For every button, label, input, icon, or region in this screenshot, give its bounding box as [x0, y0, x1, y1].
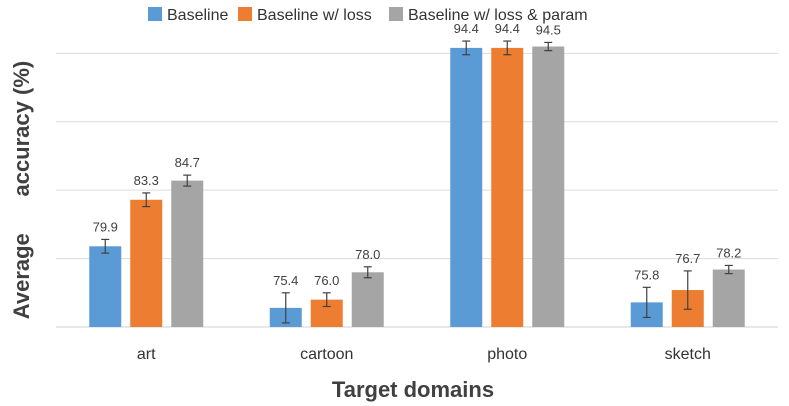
x-tick-labels: art cartoon photo sketch — [137, 346, 711, 363]
legend-swatch — [389, 7, 403, 21]
x-tick-label: photo — [487, 346, 527, 363]
bars — [89, 40, 745, 328]
data-label: 79.9 — [93, 219, 118, 234]
x-tick-label: art — [137, 346, 156, 363]
legend-label: Baseline w/ loss — [257, 7, 372, 24]
data-label: 76.0 — [314, 273, 339, 288]
data-label: 84.7 — [175, 155, 200, 170]
y-axis-title: Average accuracy (%) — [9, 61, 34, 319]
data-label: 83.3 — [134, 173, 159, 188]
data-label: 75.8 — [634, 267, 659, 282]
bar-art-series-1 — [130, 199, 163, 327]
bar-art-series-0 — [89, 246, 122, 327]
bar-cartoon-series-2 — [351, 272, 384, 327]
legend-label: Baseline — [167, 7, 228, 24]
data-label: 75.4 — [273, 273, 298, 288]
bar-photo-series-0 — [450, 47, 483, 328]
data-label: 78.2 — [716, 245, 741, 260]
data-label: 94.4 — [454, 21, 479, 36]
bar-photo-series-1 — [491, 47, 524, 328]
data-label: 94.4 — [495, 21, 520, 36]
x-tick-label: cartoon — [300, 346, 353, 363]
x-axis-title: Target domains — [332, 377, 494, 402]
legend: Baseline Baseline w/ loss Baseline w/ loss… — [148, 7, 588, 24]
gridlines — [56, 52, 778, 328]
data-label: 76.7 — [675, 251, 700, 266]
data-label: 78.0 — [355, 247, 380, 262]
bar-sketch-series-2 — [712, 269, 745, 327]
legend-swatch — [238, 7, 252, 21]
data-label: 94.5 — [536, 22, 561, 37]
legend-label: Baseline w/ loss & param — [408, 7, 588, 24]
legend-swatch — [148, 7, 162, 21]
bar-art-series-2 — [171, 180, 204, 327]
data-labels: 79.9 83.3 84.7 75.4 76.0 78.0 94.4 94.4 94.5 75.8… — [93, 21, 742, 288]
bar-photo-series-2 — [532, 46, 565, 327]
x-tick-label: sketch — [665, 346, 711, 363]
